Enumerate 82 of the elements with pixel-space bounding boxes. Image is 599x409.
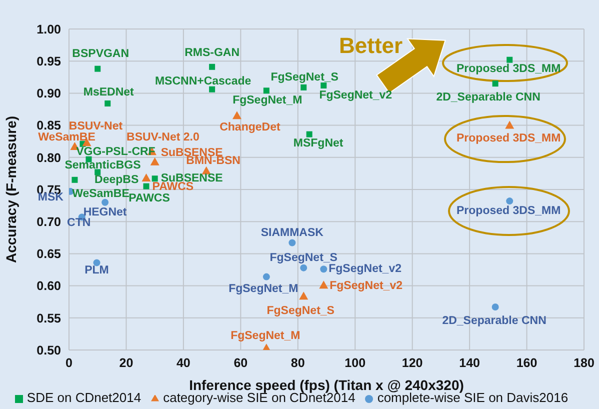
data-label: FgSegNet_S <box>266 305 335 318</box>
data-label: ChangeDet <box>220 122 280 134</box>
point <box>152 176 158 182</box>
y-tick-label: 0.50 <box>36 343 62 358</box>
point <box>209 86 216 92</box>
data-label: BMN-BSN <box>186 154 240 167</box>
data-label: MSCNN+Cascade <box>154 75 252 88</box>
data-label: HEGNet <box>83 206 127 218</box>
point <box>492 80 498 87</box>
point <box>506 198 514 205</box>
data-label: 2D_Separable CNN <box>442 314 546 327</box>
y-tick-label: 0.90 <box>36 86 62 101</box>
point <box>232 111 242 120</box>
y-tick-label: 0.85 <box>36 118 62 133</box>
data-label: CTN <box>67 217 91 230</box>
legend-label: SDE on CDnet2014 <box>26 390 142 405</box>
x-tick-label: 60 <box>234 356 248 370</box>
y-axis-title: Accuracy (F-measure) <box>2 116 19 264</box>
data-label: FgSegNet_M <box>228 282 298 295</box>
point <box>506 56 513 63</box>
point <box>94 169 101 176</box>
data-label: PLM <box>84 264 109 277</box>
point <box>262 273 270 280</box>
data-label: MSFgNet <box>293 137 344 150</box>
data-label: FgSegNet_S <box>270 252 338 264</box>
data-label: WeSamBE <box>38 131 96 144</box>
data-label: Proposed 3DS_MM <box>456 205 561 218</box>
data-label: WeSamBE <box>72 188 130 200</box>
data-label: DeepBS <box>94 174 139 186</box>
x-tick-label: 40 <box>176 356 190 370</box>
y-tick-label: 0.55 <box>36 311 62 326</box>
data-label: Proposed 3DS_MM <box>456 62 561 75</box>
x-tick-label: 120 <box>402 356 423 370</box>
y-tick-label: 0.70 <box>36 215 62 230</box>
point <box>143 183 150 190</box>
x-tick-label: 20 <box>119 356 134 370</box>
data-label: RMS-GAN <box>184 46 240 59</box>
point <box>104 100 111 106</box>
data-label: FgSegNet_v2 <box>328 263 402 276</box>
point <box>300 264 308 272</box>
data-label: PAWCS <box>128 192 170 204</box>
data-label: MsEDNet <box>83 86 134 98</box>
data-label: 2D_Separable CNN <box>436 92 540 104</box>
x-tick-label: 160 <box>516 356 538 370</box>
point <box>288 239 296 246</box>
data-label: FgSegNet_v2 <box>319 89 392 102</box>
point <box>492 303 499 310</box>
x-tick-label: 80 <box>290 356 305 370</box>
point <box>306 131 312 138</box>
data-label: FgSegNet_M <box>230 330 300 342</box>
point <box>505 120 514 129</box>
data-label: SIAMMASK <box>260 226 324 239</box>
data-label: FgSegNet_S <box>270 71 339 84</box>
data-label: BSPVGAN <box>72 48 130 60</box>
point <box>300 84 307 90</box>
data-label: SemanticBGS <box>64 159 142 172</box>
data-label: FgSegNet_v2 <box>330 280 402 292</box>
y-tick-label: 0.60 <box>36 279 62 294</box>
data-label: Proposed 3DS_MM <box>456 132 561 144</box>
point <box>94 66 101 72</box>
x-axis-title: Inference speed (fps) (Titan x @ 240x320) <box>189 377 464 393</box>
y-tick-label: 1.00 <box>36 22 62 36</box>
point <box>319 280 328 289</box>
y-tick-label: 0.65 <box>36 247 62 262</box>
point <box>72 176 78 183</box>
x-tick-label: 140 <box>459 356 480 370</box>
point <box>102 198 109 206</box>
annotation: Better <box>339 33 404 58</box>
y-tick-label: 0.95 <box>36 54 62 69</box>
point <box>320 266 328 273</box>
data-label: BSUV-Net 2.0 <box>126 132 200 144</box>
point <box>263 88 270 94</box>
x-tick-label: 180 <box>574 356 594 370</box>
x-tick-label: 0 <box>66 356 73 370</box>
point <box>150 157 160 166</box>
data-label: FgSegNet_M <box>232 94 302 107</box>
data-label: BSUV-Net <box>68 120 123 133</box>
point <box>299 292 308 300</box>
point <box>209 64 216 70</box>
x-tick-label: 100 <box>344 356 366 370</box>
y-tick-label: 0.80 <box>36 150 62 165</box>
point <box>142 173 151 182</box>
